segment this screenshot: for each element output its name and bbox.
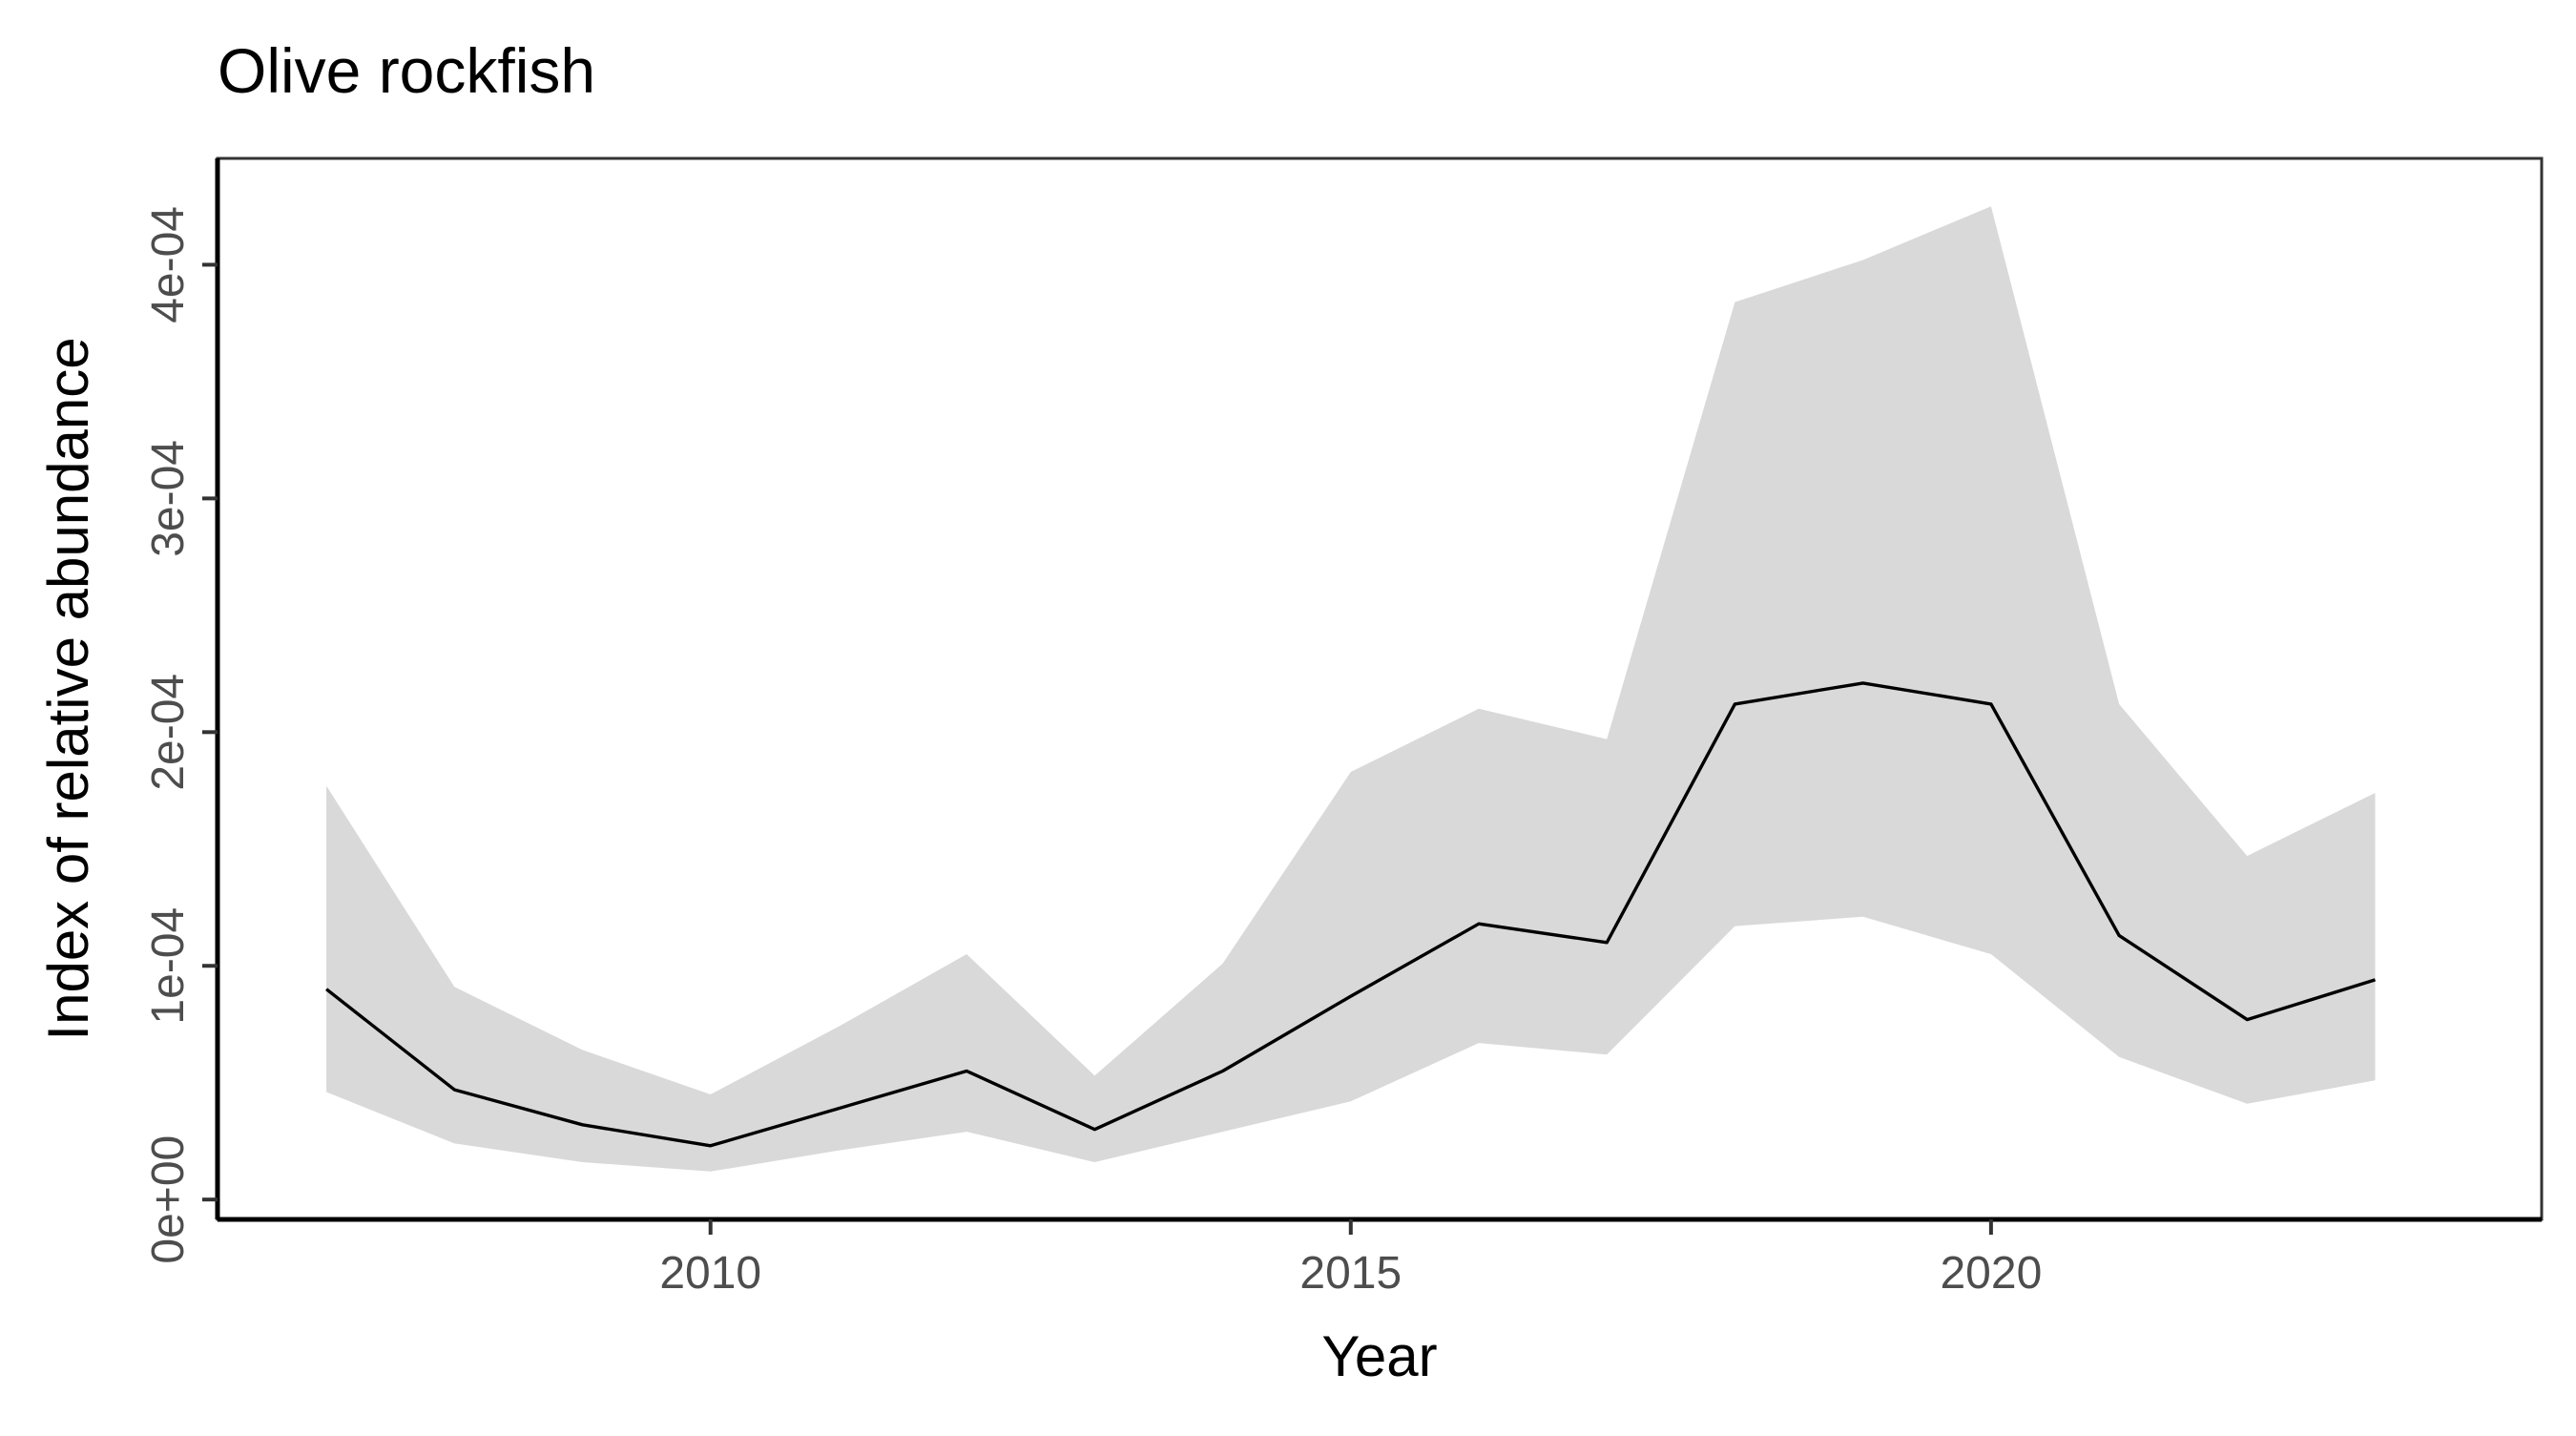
x-axis-ticks: 2010 2015 2020 — [659, 1219, 2042, 1299]
series-line-layer — [325, 681, 2377, 1148]
confidence-band-layer — [326, 206, 2376, 1172]
y-tick-label: 2e-04 — [143, 674, 194, 791]
y-tick-label: 4e-04 — [143, 206, 194, 323]
y-tick-label: 3e-04 — [143, 440, 194, 557]
y-axis-title: Index of relative abundance — [36, 337, 100, 1040]
series-line — [325, 681, 2377, 1148]
y-tick-label: 1e-04 — [143, 907, 194, 1025]
x-tick-label: 2015 — [1299, 1248, 1402, 1299]
x-axis-title: Year — [1321, 1324, 1437, 1388]
x-tick-label: 2020 — [1940, 1248, 2042, 1299]
y-axis-ticks: 0e+00 1e-04 2e-04 3e-04 4e-04 — [143, 206, 218, 1264]
x-tick-label: 2010 — [659, 1248, 761, 1299]
confidence-band — [326, 206, 2376, 1172]
y-tick-label: 0e+00 — [143, 1135, 194, 1264]
chart-title: Olive rockfish — [218, 35, 595, 106]
